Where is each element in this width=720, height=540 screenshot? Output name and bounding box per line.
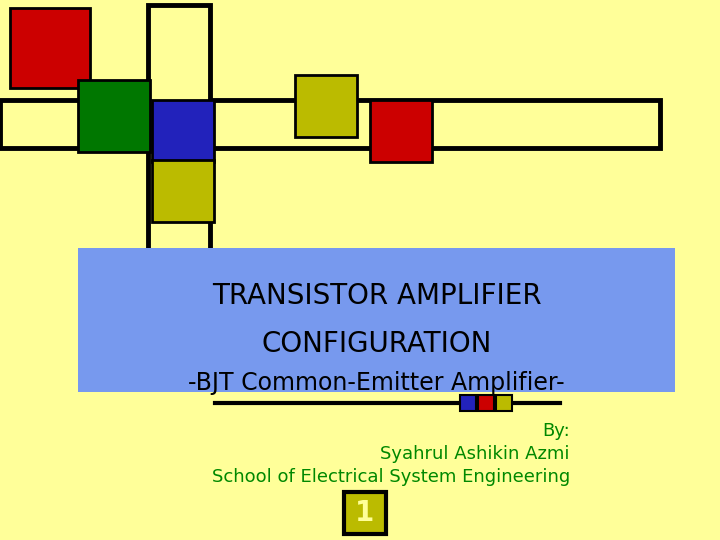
Text: Syahrul Ashikin Azmi: Syahrul Ashikin Azmi	[380, 445, 570, 463]
Text: TRANSISTOR AMPLIFIER: TRANSISTOR AMPLIFIER	[212, 282, 541, 310]
Bar	[152, 160, 214, 222]
Bar	[0, 100, 660, 148]
Bar	[78, 248, 675, 392]
Text: -BJT Common-Emitter Amplifier-: -BJT Common-Emitter Amplifier-	[188, 371, 564, 395]
Bar	[370, 100, 432, 162]
Bar	[78, 80, 150, 152]
Bar	[295, 75, 357, 137]
Text: CONFIGURATION: CONFIGURATION	[261, 330, 492, 358]
Bar	[10, 8, 90, 88]
Text: 1: 1	[356, 499, 374, 527]
Bar	[478, 395, 494, 411]
Text: By:: By:	[542, 422, 570, 440]
Bar	[152, 100, 214, 162]
Bar	[344, 492, 386, 534]
Text: School of Electrical System Engineering: School of Electrical System Engineering	[212, 468, 570, 486]
Bar	[460, 395, 476, 411]
Bar	[148, 5, 210, 255]
Bar	[496, 395, 512, 411]
